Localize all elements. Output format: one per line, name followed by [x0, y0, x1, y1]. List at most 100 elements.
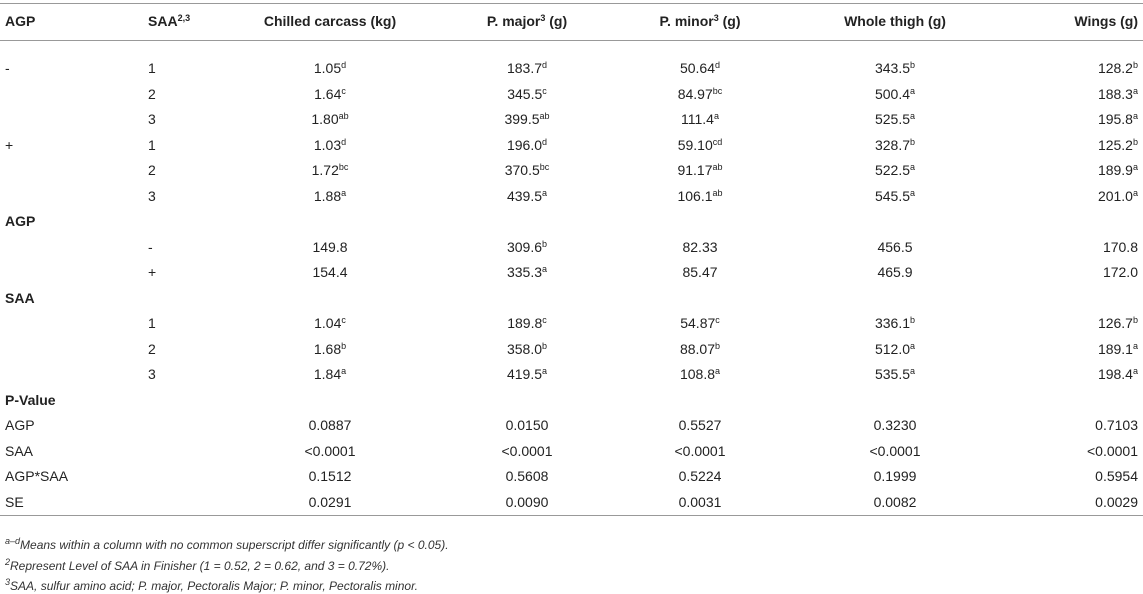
row-label: 1 [148, 60, 156, 76]
superscript: a [341, 366, 347, 376]
cell-text: AGP [5, 13, 36, 29]
value-cell: 345.5c [507, 85, 547, 103]
superscript: a [910, 162, 916, 172]
value-cell: 85.47 [682, 264, 718, 280]
cell-text: Whole thigh (g) [844, 13, 946, 29]
value-cell: 188.3a [1098, 85, 1138, 103]
value-cell: 195.8a [1098, 110, 1138, 128]
row-label: AGP*SAA [5, 468, 69, 484]
superscript: a [1132, 111, 1138, 121]
value-cell: 1.84a [314, 365, 346, 383]
value-cell: 1.72bc [312, 161, 349, 179]
footnote: a–dMeans within a column with no common … [5, 537, 449, 553]
cell-text: (g) [545, 13, 568, 29]
cell-text: 512.0 [874, 340, 911, 357]
cell-text: 111.4 [681, 111, 714, 127]
value-cell: 328.7b [875, 136, 915, 154]
row-label: 2 [148, 162, 156, 178]
superscript: a [1132, 366, 1138, 376]
row-label: + [148, 264, 157, 280]
value-cell: 1.03d [314, 136, 346, 154]
superscript: a [910, 366, 916, 376]
superscript: a [713, 111, 719, 121]
superscript: b [910, 136, 916, 147]
row-label: 3 [148, 111, 156, 127]
value-cell: 126.7b [1098, 314, 1138, 332]
value-cell: 512.0a [875, 340, 915, 358]
value-cell: 0.0082 [873, 493, 917, 510]
superscript: bc [539, 162, 550, 172]
value-cell: 0.5224 [678, 468, 722, 484]
value-cell: 439.5a [507, 187, 547, 205]
value-cell: 545.5a [875, 187, 915, 205]
value-cell: 500.4a [875, 85, 915, 103]
cell-text: SAA [148, 13, 178, 29]
superscript: 3 [540, 13, 546, 23]
superscript: ab [539, 111, 550, 121]
value-cell: <0.0001 [304, 442, 356, 459]
value-cell: 419.5a [507, 365, 547, 383]
cell-text: 183.7 [506, 60, 543, 76]
bottom-rule [0, 515, 1143, 516]
value-cell: 1.88a [314, 187, 346, 205]
footnote-text: SAA, sulfur amino acid; P. major, Pector… [10, 579, 418, 593]
superscript: b [341, 340, 347, 351]
cell-text: 309.6 [506, 238, 543, 255]
footnote-mark: 3 [5, 577, 11, 587]
cell-text: 1.05 [313, 60, 342, 76]
superscript: a [1132, 187, 1138, 198]
row-label: 1 [148, 136, 156, 153]
superscript: cd [712, 136, 723, 147]
superscript: b [1132, 315, 1138, 325]
cell-text: 1.88 [313, 187, 342, 204]
cell-text: P. minor [659, 13, 714, 29]
cell-text: 399.5 [504, 111, 540, 127]
value-cell: 189.8c [507, 314, 547, 332]
value-cell: 358.0b [507, 340, 547, 358]
cell-text: 345.5 [507, 85, 543, 102]
value-cell: 106.1ab [677, 187, 722, 205]
value-cell: 50.64d [680, 59, 720, 77]
cell-text: 335.3 [506, 264, 543, 280]
superscript: c [341, 85, 346, 96]
cell-text: 59.10 [677, 136, 713, 153]
value-cell: 201.0a [1098, 187, 1138, 205]
value-cell: 336.1b [875, 314, 915, 332]
superscript: a [910, 187, 916, 198]
value-cell: 91.17ab [677, 161, 722, 179]
value-cell: 0.0031 [678, 493, 722, 510]
superscript: a [341, 187, 347, 198]
value-cell: 456.5 [877, 238, 913, 255]
cell-text: 196.0 [506, 136, 543, 153]
cell-text: 439.5 [506, 187, 543, 204]
value-cell: 108.8a [680, 365, 720, 383]
cell-text: 84.97 [677, 85, 713, 102]
superscript: a [1132, 162, 1138, 172]
superscript: ab [338, 111, 349, 121]
value-cell: 196.0d [507, 136, 547, 154]
superscript: b [715, 340, 721, 351]
cell-text: 1.64 [314, 85, 342, 102]
cell-text: 195.8 [1097, 111, 1133, 127]
cell-text: P. major [486, 13, 541, 29]
cell-text: Wings (g) [1074, 13, 1138, 29]
superscript: b [1132, 136, 1138, 147]
cell-text: 126.7 [1097, 315, 1133, 331]
value-cell: 399.5ab [504, 110, 549, 128]
header-cell: P. major3 (g) [487, 12, 567, 30]
section-label: P-Value [5, 391, 56, 408]
superscript: d [542, 136, 548, 147]
value-cell: 1.80ab [311, 110, 348, 128]
value-cell: <0.0001 [674, 442, 726, 459]
value-cell: 0.0029 [1095, 493, 1138, 510]
value-cell: 525.5a [875, 110, 915, 128]
row-label: 3 [148, 187, 156, 204]
value-cell: 535.5a [875, 365, 915, 383]
cell-text: 189.1 [1097, 340, 1133, 357]
header-rule [0, 40, 1143, 41]
value-cell: 170.8 [1102, 238, 1138, 255]
cell-text: 106.1 [677, 187, 713, 204]
header-cell: Whole thigh (g) [844, 12, 946, 30]
superscript: c [542, 85, 547, 96]
